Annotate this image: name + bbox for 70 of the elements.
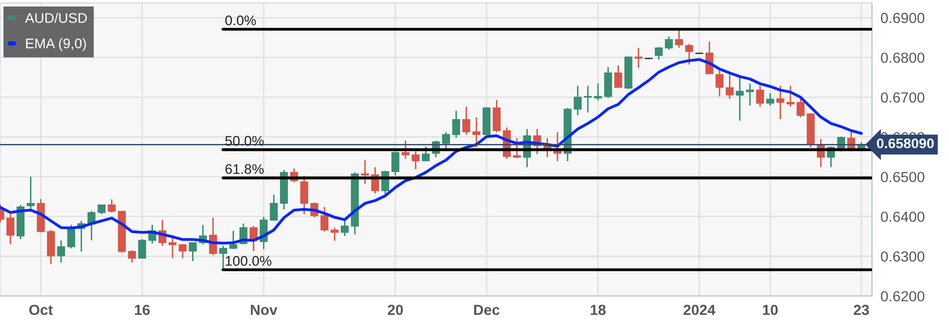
annotation: 50.0% xyxy=(225,136,264,146)
annotation: 0.0% xyxy=(225,15,256,26)
candlestick xyxy=(229,230,238,250)
candlestick xyxy=(138,238,146,259)
candlestick xyxy=(726,74,734,100)
candlestick xyxy=(512,137,521,159)
candlestick xyxy=(320,206,328,232)
candlestick xyxy=(766,92,774,106)
x-tick-label: Oct xyxy=(29,304,53,316)
candlestick xyxy=(716,69,724,98)
candlestick xyxy=(412,150,420,170)
y-tick-label: 0.6800 xyxy=(880,52,924,63)
candlestick xyxy=(675,28,683,49)
candlestick xyxy=(391,150,400,176)
candlestick xyxy=(340,220,349,237)
x-tick-label: Dec xyxy=(474,304,500,316)
x-tick-label: 18 xyxy=(590,304,606,316)
x-tick-label: Nov xyxy=(250,304,278,316)
candlestick xyxy=(492,99,501,133)
x-tick-label: 16 xyxy=(134,304,150,316)
candlestick xyxy=(98,204,106,215)
ref-line-label: 0.658090 xyxy=(876,138,934,148)
candlestick xyxy=(442,132,450,150)
candlestick xyxy=(168,235,176,259)
candlestick xyxy=(614,64,622,89)
candlestick xyxy=(422,146,430,162)
candlestick xyxy=(756,84,764,108)
y-tick-label: 0.6500 xyxy=(880,172,924,182)
x-tick-label: 2024 xyxy=(684,304,716,316)
x-tick-label: 10 xyxy=(763,304,778,316)
candlestick xyxy=(604,66,612,99)
y-tick-label: 0.6400 xyxy=(880,212,924,222)
candlestick xyxy=(270,194,278,222)
candlestick xyxy=(786,84,794,108)
x-tick-label: 20 xyxy=(388,304,403,316)
candlestick xyxy=(736,77,744,122)
candlestick xyxy=(178,244,187,259)
annotation: 61.8% xyxy=(225,164,264,174)
candlestick xyxy=(664,36,673,51)
candlestick xyxy=(594,82,602,102)
candlestick xyxy=(634,47,642,68)
candlestick xyxy=(26,176,35,212)
legend-label: AUD/USD xyxy=(25,12,87,23)
candlestick xyxy=(219,245,228,270)
candlestick xyxy=(462,106,470,136)
candlestick xyxy=(402,140,410,160)
candlestick xyxy=(452,110,460,138)
y-tick-label: 0.6900 xyxy=(880,12,924,24)
candlestick xyxy=(654,46,663,60)
y-tick-label: 0.6700 xyxy=(880,92,924,103)
candlestick xyxy=(361,159,369,185)
y-tick-label: 0.6200 xyxy=(880,291,924,302)
legend-label: EMA (9,0) xyxy=(26,38,86,52)
candlestick xyxy=(685,43,694,66)
x-tick-label: 23 xyxy=(854,304,869,316)
candlestick xyxy=(6,213,14,246)
annotation: 100.0% xyxy=(226,256,272,266)
candlestick xyxy=(128,250,136,264)
candlestick xyxy=(796,98,805,118)
candlestick xyxy=(300,175,308,215)
candlestick xyxy=(472,116,480,148)
y-tick-label: 0.6300 xyxy=(880,251,924,262)
candlestick xyxy=(108,198,116,214)
candlestick xyxy=(584,84,592,114)
candlestick xyxy=(57,240,66,264)
candlestick xyxy=(188,242,197,262)
candlestick xyxy=(746,83,754,106)
candlestick xyxy=(330,226,339,242)
candlestick xyxy=(574,84,582,116)
candlestick xyxy=(776,84,784,120)
